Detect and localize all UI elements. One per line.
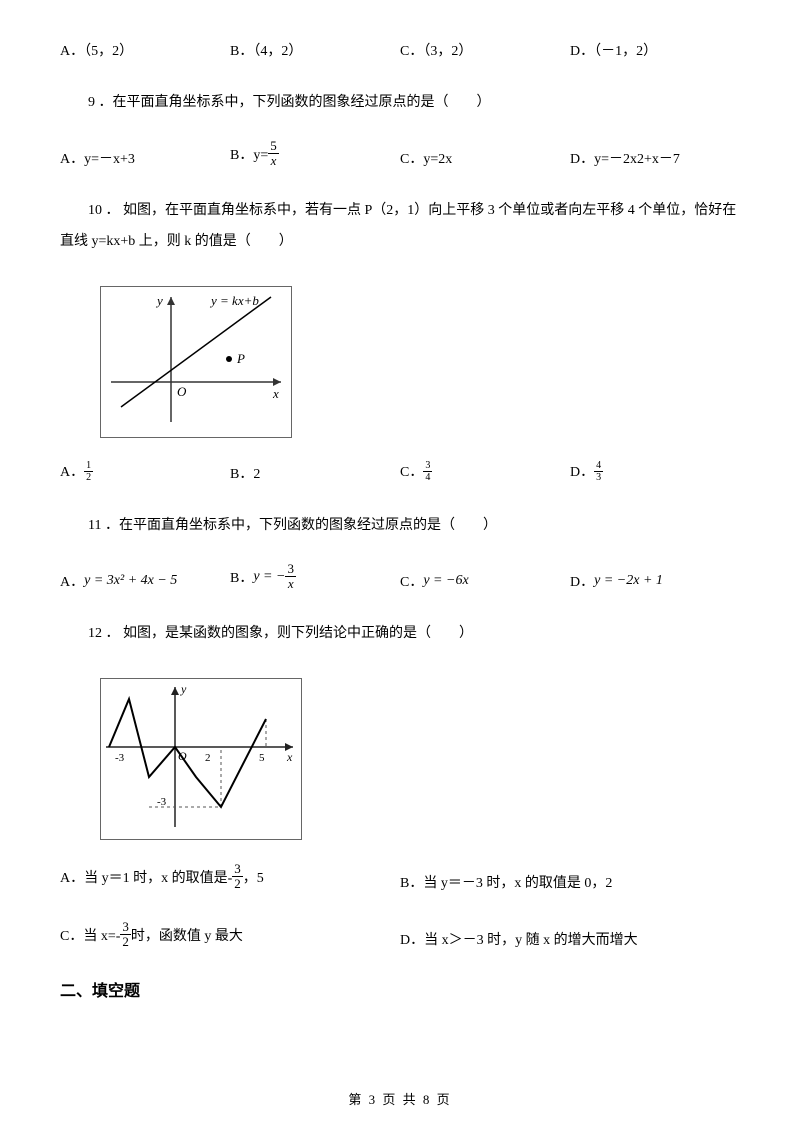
q10-text: 10 ． 如图，在平面直角坐标系中，若有一点 P（2，1）向上平移 3 个单位或… <box>60 196 740 258</box>
q12-opt-b: B．当 y＝－3 时，x 的取值是 0，2 <box>400 872 740 892</box>
q11-text: 11 ．在平面直角坐标系中，下列函数的图象经过原点的是（ ） <box>60 511 740 542</box>
q9-text: 9 ．在平面直角坐标系中，下列函数的图象经过原点的是（ ） <box>60 88 740 119</box>
page-footer: 第 3 页 共 8 页 <box>0 1089 800 1108</box>
svg-text:5: 5 <box>259 752 265 764</box>
svg-text:O: O <box>177 384 187 399</box>
q8-opt-c: C．（3，2） <box>400 40 570 60</box>
q10-opt-a: A． 1 2 <box>60 460 230 483</box>
svg-text:y = kx+b: y = kx+b <box>209 293 259 308</box>
q9-opt-a: A．y=－x+3 <box>60 148 230 168</box>
svg-text:y: y <box>180 682 187 696</box>
q9-options: A．y=－x+3 B．y= 5 x C．y=2x D．y=－2x2+x－7 <box>60 139 740 169</box>
svg-text:y: y <box>155 293 163 308</box>
q10-graph: P Ox y y = kx+b <box>100 286 292 438</box>
q12-text: 12 ． 如图，是某函数的图象，则下列结论中正确的是（ ） <box>60 619 740 650</box>
q9-opt-c: C．y=2x <box>400 148 570 168</box>
q9-b-frac: 5 x <box>268 139 279 169</box>
q9-opt-b: B．y= 5 x <box>230 139 400 169</box>
q10-opt-c: C． 3 4 <box>400 460 570 483</box>
q12-opt-d: D．当 x＞－3 时，y 随 x 的增大而增大 <box>400 929 740 949</box>
q11-opt-a: A． y = 3x² + 4x − 5 <box>60 571 230 591</box>
q12-options-row1: A．当 y＝1 时，x 的取值是- 3 2 ，5 B．当 y＝－3 时，x 的取… <box>60 862 740 892</box>
q12-opt-c: C．当 x=- 3 2 时，函数值 y 最大 <box>60 920 400 950</box>
q11-opt-c: C． y = −6x <box>400 571 570 591</box>
q8-opt-d: D．（－1，2） <box>570 40 740 60</box>
q8-options: A．（5，2） B．（4，2） C．（3，2） D．（－1，2） <box>60 40 740 60</box>
q8-opt-a: A．（5，2） <box>60 40 230 60</box>
q11-opt-d: D． y = −2x + 1 <box>570 571 740 591</box>
q10-opt-b: B．2 <box>230 463 400 483</box>
svg-text:2: 2 <box>205 752 211 764</box>
q9-opt-d: D．y=－2x2+x－7 <box>570 148 740 168</box>
svg-text:P: P <box>236 351 245 366</box>
q12-options-row2: C．当 x=- 3 2 时，函数值 y 最大 D．当 x＞－3 时，y 随 x … <box>60 920 740 950</box>
q10-opt-d: D． 4 3 <box>570 460 740 483</box>
svg-text:x: x <box>286 750 293 764</box>
svg-text:-3: -3 <box>157 796 167 808</box>
q10-options: A． 1 2 B．2 C． 3 4 D． 4 3 <box>60 460 740 483</box>
section-2-title: 二、填空题 <box>60 977 740 1001</box>
svg-text:x: x <box>272 386 279 401</box>
q11-opt-b: B． y = − 3 x <box>230 562 400 592</box>
q11-options: A． y = 3x² + 4x − 5 B． y = − 3 x C． y = … <box>60 562 740 592</box>
q12-graph: -5-325-3Oxy <box>100 678 302 840</box>
q8-opt-b: B．（4，2） <box>230 40 400 60</box>
q9-b-prefix: B．y= <box>230 144 268 164</box>
svg-text:-3: -3 <box>115 752 125 764</box>
q12-opt-a: A．当 y＝1 时，x 的取值是- 3 2 ，5 <box>60 862 400 892</box>
